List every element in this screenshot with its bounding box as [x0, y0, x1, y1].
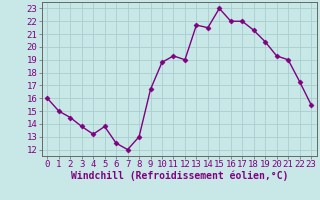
X-axis label: Windchill (Refroidissement éolien,°C): Windchill (Refroidissement éolien,°C): [70, 171, 288, 181]
